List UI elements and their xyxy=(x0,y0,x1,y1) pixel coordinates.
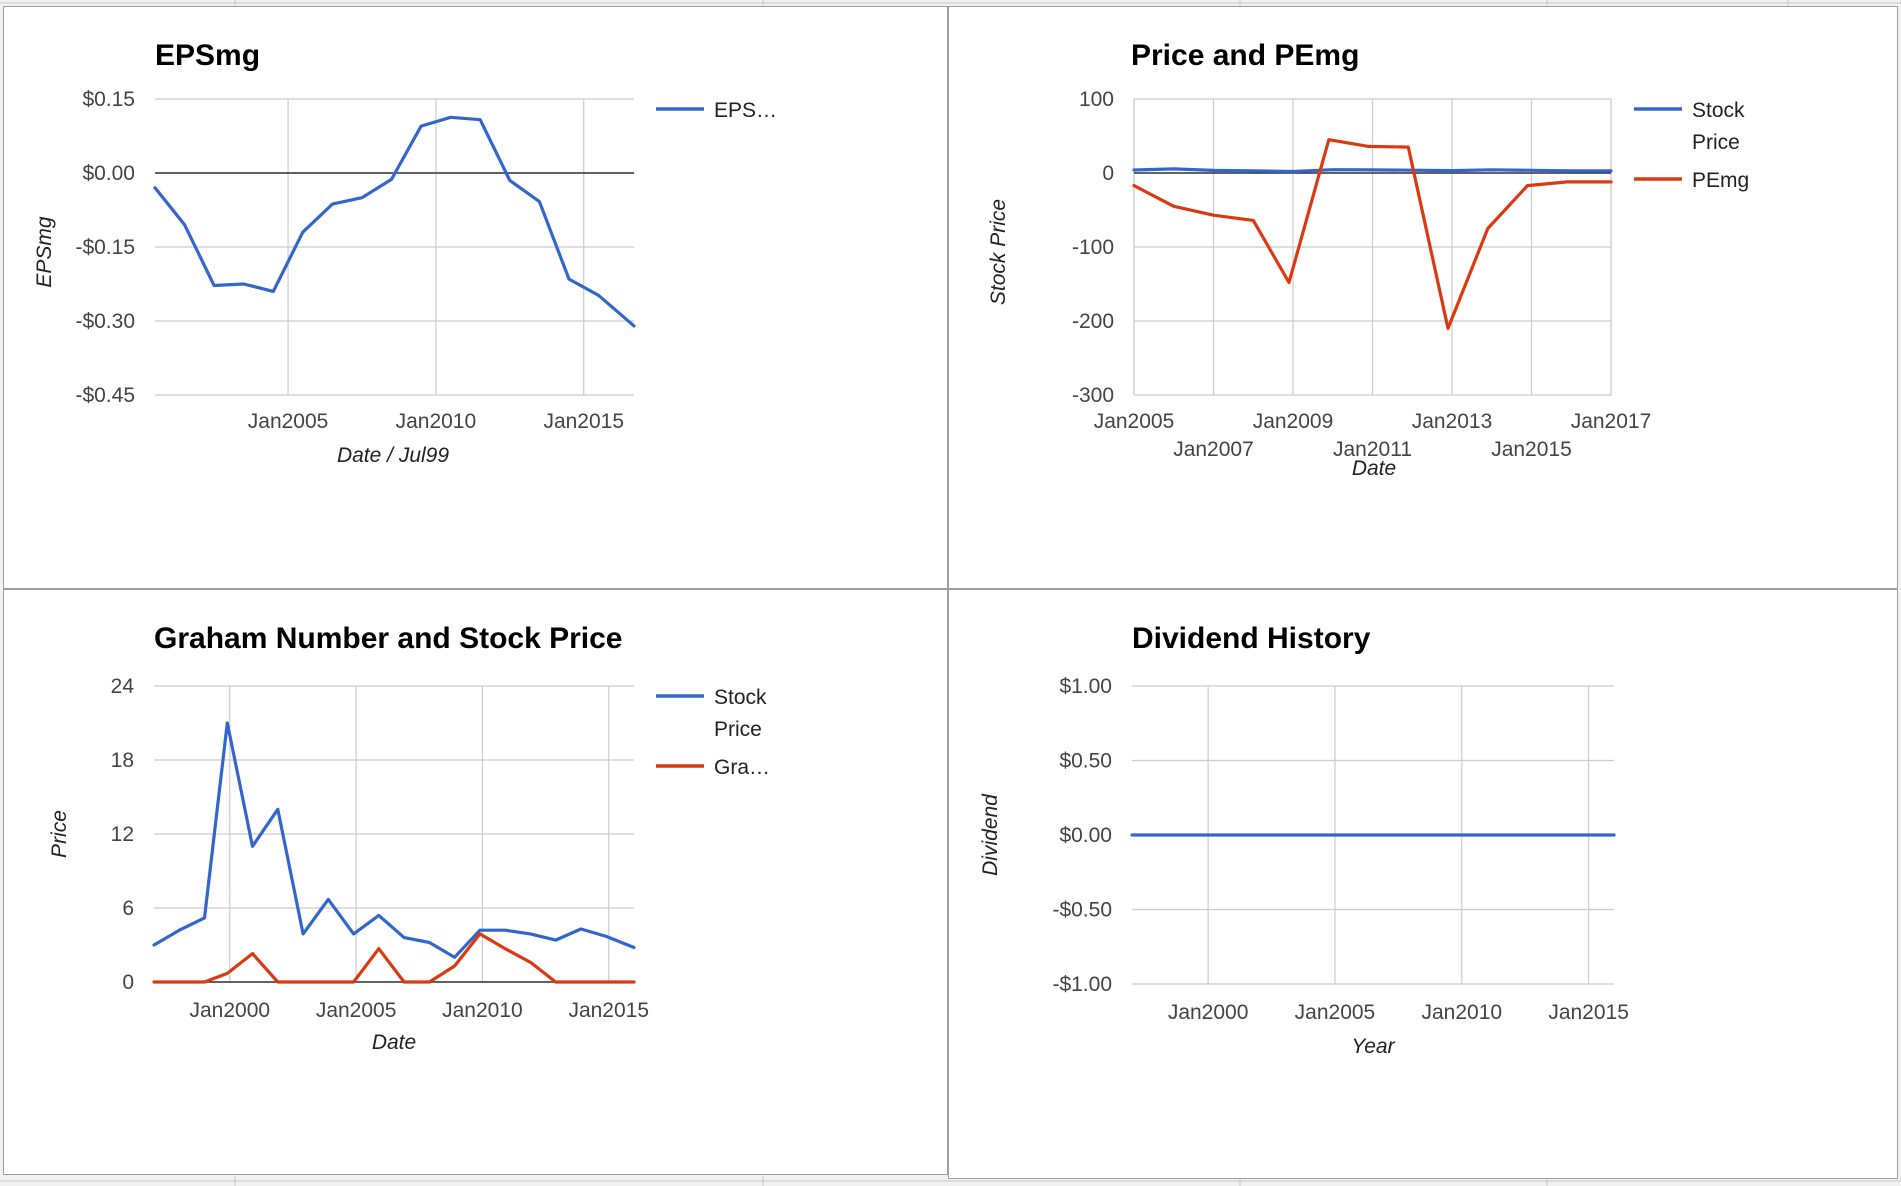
series-line xyxy=(1132,167,1613,174)
y-tick-label: -$1.00 xyxy=(1052,973,1112,996)
x-tick-label: Jan2010 xyxy=(442,999,523,1022)
y-tick-label: -200 xyxy=(1072,310,1114,333)
chart-title: EPSmg xyxy=(155,39,260,72)
x-tick-label: Jan2015 xyxy=(1548,1001,1629,1024)
x-tick-label: Jan2013 xyxy=(1412,410,1493,433)
chart-panel-price-and-pemg[interactable]: Price and PEmg 100 0 -100 -200 -300 Jan2005 Jan… xyxy=(948,6,1898,589)
chart-panel-graham-number[interactable]: Graham Number and Stock Price 24 18 12 6 0 Jan… xyxy=(3,589,948,1175)
y-tick-label: -$0.45 xyxy=(75,384,135,407)
legend-label: Stock xyxy=(714,686,767,709)
x-tick-label: Jan2009 xyxy=(1253,410,1334,433)
x-axis-label: Date xyxy=(1352,457,1396,480)
x-tick-label: Jan2017 xyxy=(1571,410,1652,433)
price-and-pemg-chart: Price and PEmg 100 0 -100 -200 -300 Jan2005 Jan… xyxy=(987,39,1749,480)
x-tick-label: Jan2005 xyxy=(316,999,397,1022)
x-axis-label: Year xyxy=(1351,1035,1395,1058)
y-tick-label: 24 xyxy=(111,675,135,698)
series-line xyxy=(152,932,636,984)
legend-label-line2: Price xyxy=(714,718,762,741)
x-axis-label: Date xyxy=(372,1031,416,1054)
x-tick-label: Jan2007 xyxy=(1173,438,1254,461)
x-tick-label: Jan2005 xyxy=(248,410,329,433)
y-axis-label: EPSmg xyxy=(33,216,56,288)
y-tick-label: $0.50 xyxy=(1059,750,1112,773)
y-tick-label: -$0.50 xyxy=(1052,899,1112,922)
series-line xyxy=(1132,138,1613,330)
y-tick-label: 0 xyxy=(1102,162,1114,185)
legend-label: Stock xyxy=(1692,99,1745,122)
x-tick-label: Jan2015 xyxy=(543,410,624,433)
y-tick-label: -300 xyxy=(1072,384,1114,407)
y-tick-label: 100 xyxy=(1079,88,1114,111)
x-axis-label: Date / Jul99 xyxy=(337,444,449,467)
y-tick-label: -$0.15 xyxy=(75,236,135,259)
y-tick-label: $0.00 xyxy=(1059,824,1112,847)
x-tick-label: Jan2015 xyxy=(568,999,649,1022)
x-tick-label: Jan2010 xyxy=(1422,1001,1503,1024)
chart-panel-epsmg[interactable]: EPSmg $0.15 $0.00 -$0.15 -$0.30 -$0.45 Jan2005… xyxy=(3,6,948,589)
y-tick-label: $0.00 xyxy=(82,162,135,185)
y-axis-label: Price xyxy=(48,810,71,858)
y-tick-label: 6 xyxy=(122,897,134,920)
y-tick-label: -100 xyxy=(1072,236,1114,259)
x-tick-label: Jan2005 xyxy=(1295,1001,1376,1024)
series-line xyxy=(153,115,636,328)
legend-label: Gra… xyxy=(714,756,770,779)
x-tick-label: Jan2000 xyxy=(1168,1001,1249,1024)
legend-label-line2: Price xyxy=(1692,131,1740,154)
chart-title: Graham Number and Stock Price xyxy=(154,622,623,655)
y-tick-label: $0.15 xyxy=(82,88,135,111)
graham-number-chart: Graham Number and Stock Price 24 18 12 6 0 Jan… xyxy=(48,622,770,1054)
y-tick-label: 12 xyxy=(111,823,134,846)
y-tick-label: 0 xyxy=(122,971,134,994)
epsmg-chart: EPSmg $0.15 $0.00 -$0.15 -$0.30 -$0.45 Jan2005… xyxy=(33,39,777,467)
dividend-history-chart: Dividend History $1.00 $0.50 $0.00 -$0.50 -$1… xyxy=(979,622,1629,1058)
legend-label: PEmg xyxy=(1692,169,1749,192)
y-tick-label: 18 xyxy=(111,749,134,772)
y-tick-label: -$0.30 xyxy=(75,310,135,333)
x-tick-label: Jan2000 xyxy=(190,999,271,1022)
series-line xyxy=(152,721,636,959)
legend-label: EPS… xyxy=(714,99,777,122)
y-tick-label: $1.00 xyxy=(1059,675,1112,698)
x-tick-label: Jan2011 xyxy=(1333,438,1412,461)
x-tick-label: Jan2015 xyxy=(1491,438,1572,461)
chart-panel-dividend-history[interactable]: Dividend History $1.00 $0.50 $0.00 -$0.50 -$1… xyxy=(948,589,1898,1179)
y-axis-label: Dividend xyxy=(979,793,1002,876)
x-tick-label: Jan2005 xyxy=(1094,410,1175,433)
chart-title: Dividend History xyxy=(1132,622,1371,655)
x-tick-label: Jan2010 xyxy=(396,410,477,433)
y-axis-label: Stock Price xyxy=(987,199,1010,305)
chart-title: Price and PEmg xyxy=(1131,39,1359,72)
